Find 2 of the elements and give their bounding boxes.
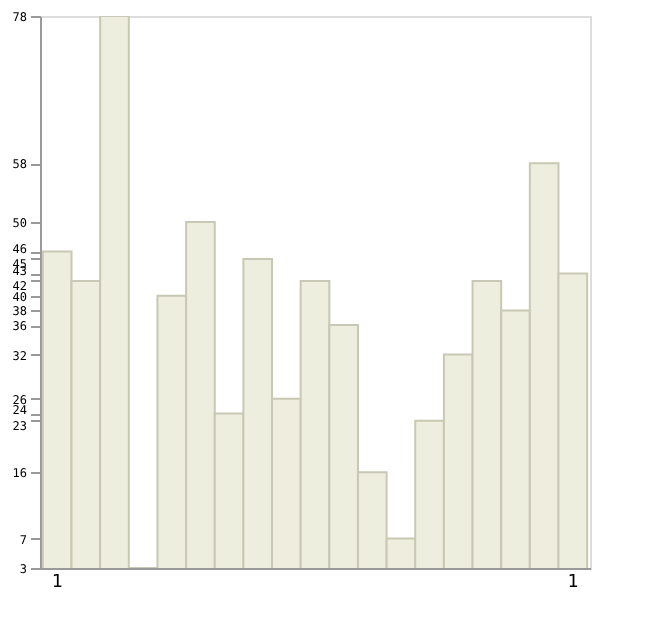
x-tick-label: 1 bbox=[567, 573, 579, 593]
x-tick-label: 1 bbox=[51, 573, 63, 593]
